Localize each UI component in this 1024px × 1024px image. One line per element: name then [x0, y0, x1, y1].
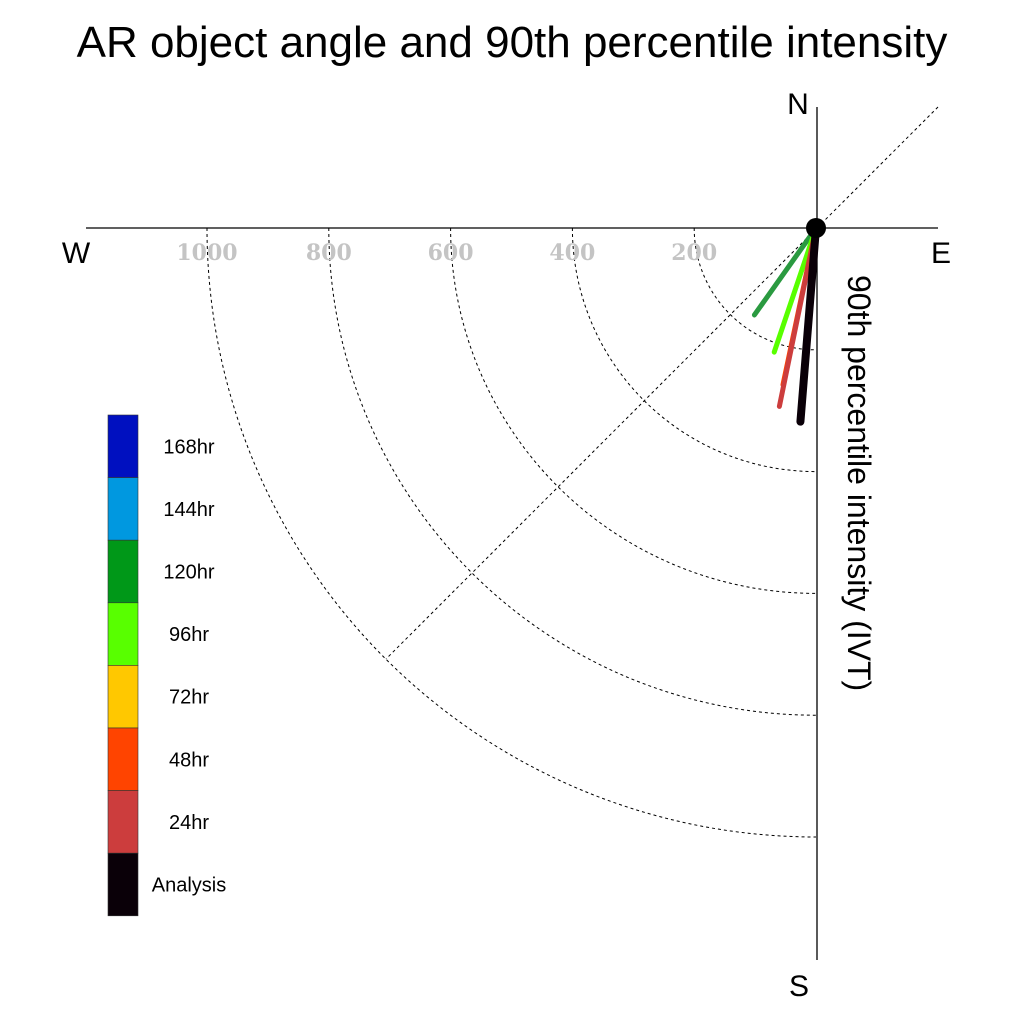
- compass-north: N: [787, 88, 809, 121]
- legend-label-120hr: 120hr: [163, 562, 214, 584]
- legend-label-96hr: 96hr: [169, 624, 209, 646]
- ring-label-1000: 1000: [176, 240, 237, 266]
- legend-label-144hr: 144hr: [163, 499, 214, 521]
- legend-swatch-144hr: [107, 477, 139, 541]
- legend-swatch-72hr: [107, 665, 139, 729]
- compass-west: W: [62, 237, 91, 270]
- radial-tick-labels: 200 400 600 800 1000: [176, 240, 717, 266]
- diagonal-guide: [385, 106, 939, 660]
- legend-swatch-168hr: [107, 414, 139, 478]
- ring-label-400: 400: [549, 240, 595, 266]
- ring-1000: [206, 227, 817, 838]
- ring-600: [450, 227, 817, 594]
- legend: 168hr 144hr 120hr 96hr 72hr 48hr 24hr Analysis: [107, 414, 226, 917]
- legend-label-168hr: 168hr: [163, 436, 214, 458]
- legend-swatch-96hr: [107, 602, 139, 666]
- legend-swatch-48hr: [107, 727, 139, 791]
- vector-analysis: [796, 224, 820, 426]
- ring-800: [328, 227, 817, 716]
- compass-east: E: [931, 237, 951, 270]
- origin-marker: [806, 218, 826, 238]
- vector-120hr: [751, 225, 819, 318]
- vector-series: [751, 224, 820, 426]
- legend-label-48hr: 48hr: [169, 749, 209, 771]
- radial-axis-label: 90th percentile intensity (IVT): [841, 275, 877, 691]
- polar-grid: [206, 227, 817, 838]
- chart-title: AR object angle and 90th percentile inte…: [77, 18, 948, 67]
- compass-south: S: [789, 970, 809, 1003]
- vector-96hr: [771, 225, 819, 355]
- ring-label-600: 600: [428, 240, 474, 266]
- ring-200: [693, 227, 817, 351]
- ring-label-800: 800: [306, 240, 352, 266]
- legend-label-analysis: Analysis: [152, 875, 226, 897]
- ring-400: [571, 227, 817, 473]
- legend-label-24hr: 24hr: [169, 812, 209, 834]
- legend-swatch-analysis: [107, 852, 139, 917]
- ring-label-200: 200: [671, 240, 717, 266]
- legend-swatch-120hr: [107, 539, 139, 604]
- legend-label-72hr: 72hr: [169, 687, 209, 709]
- legend-swatch-24hr: [107, 790, 139, 854]
